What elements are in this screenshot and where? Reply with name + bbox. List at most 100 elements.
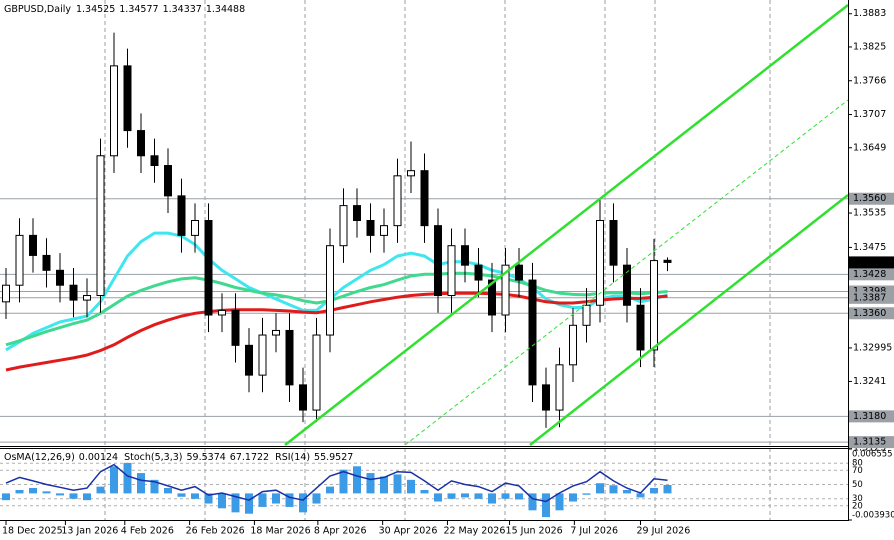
y-tick-label: 1.3766 [853, 75, 886, 86]
open: 1.34525 [76, 4, 115, 15]
rsi-line [5, 463, 668, 503]
y-tick-label: 1.3649 [853, 142, 886, 153]
candle-body [137, 130, 145, 157]
channel-mid [404, 99, 849, 446]
osma-bar [353, 466, 361, 494]
osma-bar [164, 487, 172, 494]
header: GBPUSD,Daily 1.34525 1.34577 1.34337 1.34488 [4, 4, 245, 15]
level-label-box [849, 268, 894, 281]
level-label: 1.3560 [853, 193, 886, 204]
level-label: 1.3180 [853, 411, 886, 422]
osma-bar [474, 493, 483, 499]
osma-bar [650, 487, 658, 494]
y-tick-label: 1.3883 [853, 8, 886, 19]
x-tick-label: 8 Apr 2026 [314, 526, 367, 537]
high: 1.34577 [119, 4, 158, 15]
axes: 1.3883 1.3825 1.3766 1.3707 1.3649 1.3535 1.34… [2, 8, 894, 537]
symbol: GBPUSD,Daily [4, 4, 71, 15]
osma-bar [15, 490, 24, 494]
y-tick-label: 1.3475 [853, 242, 886, 253]
candle-body [461, 245, 469, 266]
level-label: 1.3387 [853, 292, 886, 303]
osma-bar [596, 483, 604, 494]
candle-body [555, 364, 564, 411]
level-label-box [849, 410, 894, 423]
x-tick-label: 22 May 2026 [443, 526, 505, 537]
osma-bar [609, 485, 618, 494]
osma-bar [555, 493, 564, 511]
rsi-tick-label: 70 [852, 466, 863, 476]
candle-body [123, 65, 132, 132]
osma-bar [231, 493, 240, 513]
candle-body [177, 195, 186, 236]
candle-body [299, 384, 307, 411]
candle-body [191, 219, 199, 236]
osma-bar [83, 493, 91, 501]
osma-bar [191, 493, 199, 499]
candle-body [272, 329, 280, 336]
candle-body [56, 269, 64, 286]
last-price-label: 1.34488 [853, 257, 892, 268]
osma-bar [204, 493, 213, 504]
osma-bar [407, 479, 415, 494]
candle-body [83, 295, 91, 301]
candle-body [164, 165, 172, 197]
osma-bar [582, 493, 591, 495]
candle-body [69, 284, 78, 301]
candle-body [528, 279, 537, 386]
candle-body [623, 264, 631, 306]
candle-body [15, 234, 24, 286]
time-axis-bg [0, 521, 894, 540]
osma-name: OsMA(12,26,9) [4, 452, 75, 463]
candle-body [474, 264, 483, 281]
candle-body [434, 225, 442, 297]
y-tick-label: 1.3535 [853, 208, 886, 219]
main-plot [0, 32, 848, 443]
level-label: 1.3398 [853, 286, 886, 297]
last-price-box [849, 256, 894, 269]
osma-bar [177, 493, 186, 497]
osma-bar [29, 487, 37, 494]
candle-body [2, 284, 10, 303]
candle-body [110, 65, 118, 157]
moving-average [5, 291, 668, 372]
osma-bar [96, 486, 105, 494]
low: 1.34337 [163, 4, 202, 15]
candle-body [285, 329, 294, 386]
osma-bar [366, 473, 375, 494]
x-tick-label: 4 Feb 2026 [121, 526, 174, 537]
osma-tick-label: -0.003930 [852, 511, 894, 521]
osma-bar [542, 493, 550, 518]
rsi-tick-label: 50 [852, 480, 863, 490]
osma-bar [434, 493, 442, 502]
osma-bar [150, 479, 159, 494]
x-tick-label: 18 Mar 2026 [250, 526, 310, 537]
osma-bar [123, 462, 132, 494]
osma-bar [42, 491, 51, 494]
candle-body [650, 260, 658, 351]
candle-body [596, 219, 604, 306]
osma-bar [69, 493, 78, 499]
x-tick-label: 26 Feb 2026 [186, 526, 245, 537]
osma-bar [326, 486, 334, 494]
rsi-tick-label: 80 [852, 459, 863, 469]
osma-bar [636, 493, 645, 498]
candle-body [366, 219, 375, 236]
osma-bar [218, 493, 226, 509]
candle-body [515, 264, 523, 281]
osma-tick-label: 0.006555 [852, 450, 893, 460]
x-tick-label: 13 Jan 2026 [61, 526, 118, 537]
level-label-box [849, 192, 894, 205]
level-label-box [849, 291, 894, 304]
candle-body [380, 225, 388, 236]
candle-body [636, 304, 645, 351]
osma-bar [2, 493, 10, 501]
level-label: 1.3360 [853, 308, 886, 319]
candle-body [339, 205, 348, 247]
x-tick-label: 7 Jul 2026 [570, 526, 618, 537]
candle-body [393, 175, 402, 227]
osma-bar [272, 493, 280, 504]
candle-body [447, 245, 456, 297]
candle-body [150, 155, 159, 167]
